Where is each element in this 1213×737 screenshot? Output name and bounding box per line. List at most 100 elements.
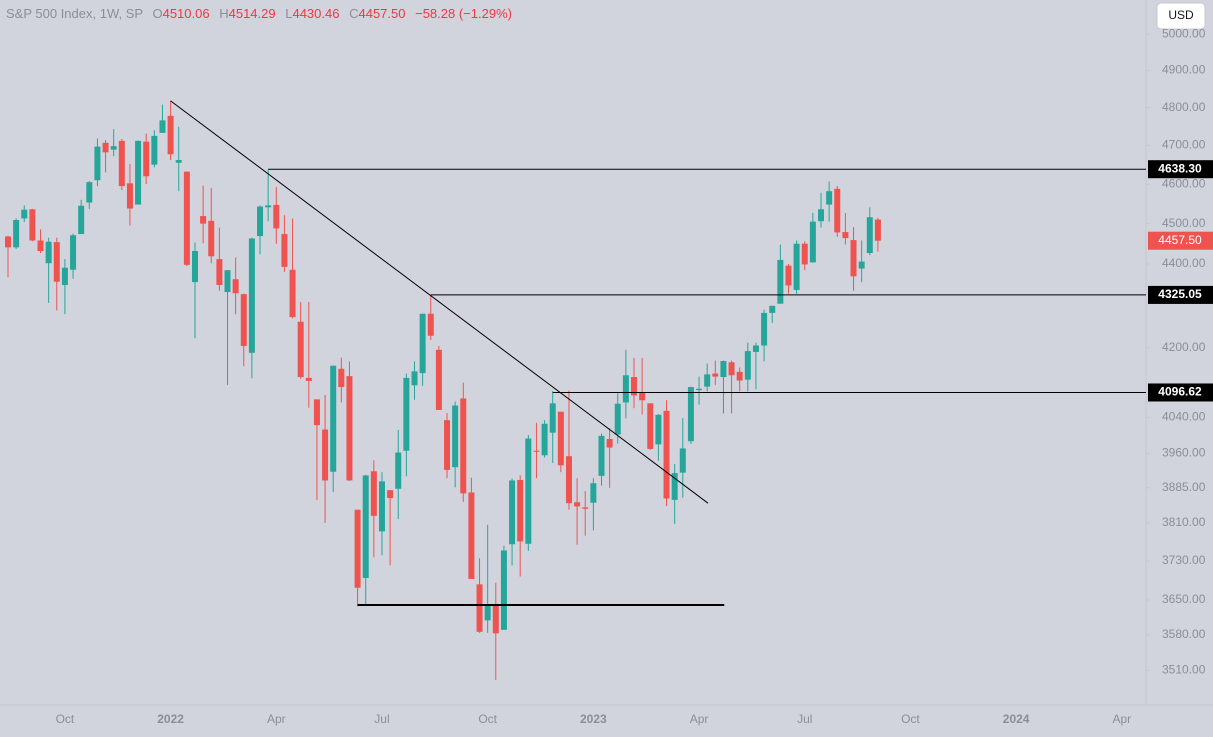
currency-button[interactable]: [1156, 2, 1206, 30]
candle-body: [582, 507, 589, 509]
candle-body: [419, 313, 426, 374]
candle-body: [273, 204, 280, 229]
candle-body: [809, 221, 816, 263]
candle-body: [631, 377, 638, 396]
candle-body: [338, 368, 345, 388]
candle-body: [78, 205, 85, 235]
y-tick-label: 4040.00: [1162, 410, 1206, 424]
candle-body: [305, 377, 312, 381]
candle-body: [679, 448, 686, 473]
candle-body: [818, 209, 824, 222]
candle-body: [289, 269, 296, 318]
candle-body: [801, 243, 808, 265]
symbol: S&P 500 Index, 1W, SP: [6, 6, 143, 21]
candle-body: [354, 509, 361, 588]
x-tick-label: 2024: [1003, 712, 1030, 726]
y-tick-label: 3960.00: [1162, 446, 1206, 460]
x-tick-label: Oct: [478, 712, 497, 726]
candle-body: [411, 371, 418, 386]
candle-body: [484, 604, 491, 621]
candle-body: [200, 216, 207, 224]
candle-body: [655, 414, 662, 445]
candle-body: [565, 456, 572, 504]
y-tick-label: 5000.00: [1162, 26, 1206, 40]
candle-body: [378, 481, 385, 532]
candle-body: [70, 235, 77, 270]
candle-body: [330, 365, 337, 472]
level-label-box: [1148, 383, 1213, 402]
candle-body: [216, 259, 223, 285]
candle-body: [435, 349, 442, 410]
candle-body: [533, 450, 540, 452]
candle-body: [265, 205, 272, 208]
candle-body: [362, 475, 369, 578]
candle-body: [175, 160, 182, 163]
x-tick-label: Apr: [690, 712, 709, 726]
candle-body: [248, 238, 255, 353]
candle-body: [86, 182, 93, 203]
y-tick-label: 4400.00: [1162, 256, 1206, 270]
candle-body: [5, 236, 11, 248]
candle-body: [720, 360, 727, 378]
candle-body: [143, 141, 150, 177]
candle-body: [167, 115, 174, 155]
candle-body: [313, 399, 320, 426]
candle-body: [500, 550, 507, 630]
candle-body: [151, 135, 158, 165]
candle-body: [61, 267, 68, 285]
candle-body: [622, 375, 629, 403]
candle-body: [94, 146, 101, 181]
candle-body: [647, 403, 654, 449]
y-tick-label: 4700.00: [1162, 138, 1206, 152]
candle-body: [842, 232, 849, 239]
low-key: L: [285, 6, 292, 21]
candle-body: [687, 387, 694, 442]
candle-body: [240, 294, 247, 346]
candle-body: [21, 209, 28, 219]
candle-body: [850, 240, 857, 277]
candle-body: [866, 217, 873, 254]
x-tick-label: Apr: [1112, 712, 1131, 726]
candle-body: [663, 410, 670, 499]
candle-body: [696, 388, 703, 391]
candle-body: [744, 351, 751, 380]
candle-body: [45, 241, 52, 264]
candle-body: [118, 140, 125, 187]
last-price-box: [1148, 231, 1213, 250]
open-value: 4510.06: [163, 6, 210, 21]
candle-body: [346, 376, 353, 481]
candle-body: [387, 490, 394, 499]
x-tick-label: 2022: [157, 712, 184, 726]
close-value: 4457.50: [358, 6, 405, 21]
candle-body: [541, 423, 548, 456]
currency-label[interactable]: USD: [1168, 8, 1194, 22]
candle-body: [232, 279, 239, 294]
level-label-box: [1148, 285, 1213, 304]
candle-body: [728, 362, 735, 376]
candle-body: [281, 234, 288, 267]
candle-body: [224, 270, 231, 293]
candle-body: [614, 403, 621, 435]
candle-body: [370, 471, 377, 516]
y-tick-label: 3730.00: [1162, 553, 1206, 567]
candle-body: [191, 251, 198, 283]
candle-body: [639, 392, 646, 401]
y-tick-label: 4600.00: [1162, 176, 1206, 190]
candle-body: [509, 480, 516, 545]
candle-body: [606, 438, 613, 448]
last-price-label: 4457.50: [1158, 233, 1202, 247]
y-tick-label: 3510.00: [1162, 663, 1206, 677]
candle-body: [444, 420, 451, 470]
candle-body: [110, 146, 117, 150]
close-key: C: [349, 6, 358, 21]
candle-body: [460, 398, 467, 494]
candle-body: [395, 452, 402, 489]
candle-body: [785, 265, 792, 286]
x-tick-label: Jul: [374, 712, 389, 726]
candle-body: [874, 219, 881, 241]
y-tick-label: 4900.00: [1162, 63, 1206, 77]
x-tick-label: Jul: [797, 712, 812, 726]
candle-body: [468, 492, 475, 579]
candle-body: [777, 259, 784, 304]
level-label-box: [1148, 160, 1213, 179]
